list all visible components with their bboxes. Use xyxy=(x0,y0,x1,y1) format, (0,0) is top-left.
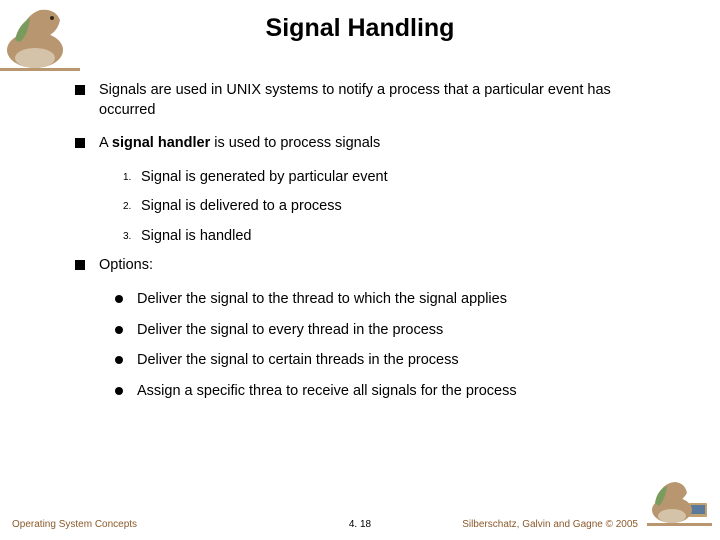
bullet-text: Options: xyxy=(99,256,153,276)
footer-left-text: Operating System Concepts xyxy=(12,519,137,530)
numbered-text: Signal is delivered to a process xyxy=(141,197,342,217)
sub-bullet-item: Deliver the signal to the thread to whic… xyxy=(115,290,665,310)
item-number: 1. xyxy=(123,168,141,188)
slide-footer: Operating System Concepts 4. 18 Silbersc… xyxy=(0,519,720,530)
footer-page-number: 4. 18 xyxy=(349,519,371,530)
numbered-item: 3. Signal is handled xyxy=(123,227,665,247)
sub-bullet-item: Deliver the signal to every thread in th… xyxy=(115,321,665,341)
numbered-list: 1. Signal is generated by particular eve… xyxy=(123,168,665,247)
numbered-item: 1. Signal is generated by particular eve… xyxy=(123,168,665,188)
dinosaur-top-icon xyxy=(0,0,80,75)
sub-bullet-list: Deliver the signal to the thread to whic… xyxy=(115,290,665,401)
sub-bullet-item: Deliver the signal to certain threads in… xyxy=(115,351,665,371)
slide-content: Signals are used in UNIX systems to noti… xyxy=(0,51,720,401)
numbered-text: Signal is handled xyxy=(141,227,251,247)
square-bullet-icon xyxy=(75,138,85,148)
item-number: 2. xyxy=(123,197,141,217)
circle-bullet-icon xyxy=(115,387,123,395)
footer-copyright: Silberschatz, Galvin and Gagne © 2005 xyxy=(462,519,708,530)
sub-bullet-text: Assign a specific threa to receive all s… xyxy=(137,382,517,402)
sub-bullet-text: Deliver the signal to the thread to whic… xyxy=(137,290,507,310)
item-number: 3. xyxy=(123,227,141,247)
bullet-text: Signals are used in UNIX systems to noti… xyxy=(99,81,655,120)
slide-container: Signal Handling Signals are used in UNIX… xyxy=(0,0,720,540)
sub-bullet-text: Deliver the signal to certain threads in… xyxy=(137,351,459,371)
sub-bullet-text: Deliver the signal to every thread in th… xyxy=(137,321,443,341)
circle-bullet-icon xyxy=(115,326,123,334)
circle-bullet-icon xyxy=(115,295,123,303)
square-bullet-icon xyxy=(75,85,85,95)
bullet-item: A signal handler is used to process sign… xyxy=(75,134,665,154)
circle-bullet-icon xyxy=(115,356,123,364)
bullet-item: Options: xyxy=(75,256,665,276)
slide-title: Signal Handling xyxy=(0,0,720,51)
numbered-item: 2. Signal is delivered to a process xyxy=(123,197,665,217)
numbered-text: Signal is generated by particular event xyxy=(141,168,388,188)
bullet-item: Signals are used in UNIX systems to noti… xyxy=(75,81,665,120)
bullet-text: A signal handler is used to process sign… xyxy=(99,134,380,154)
square-bullet-icon xyxy=(75,260,85,270)
sub-bullet-item: Assign a specific threa to receive all s… xyxy=(115,382,665,402)
